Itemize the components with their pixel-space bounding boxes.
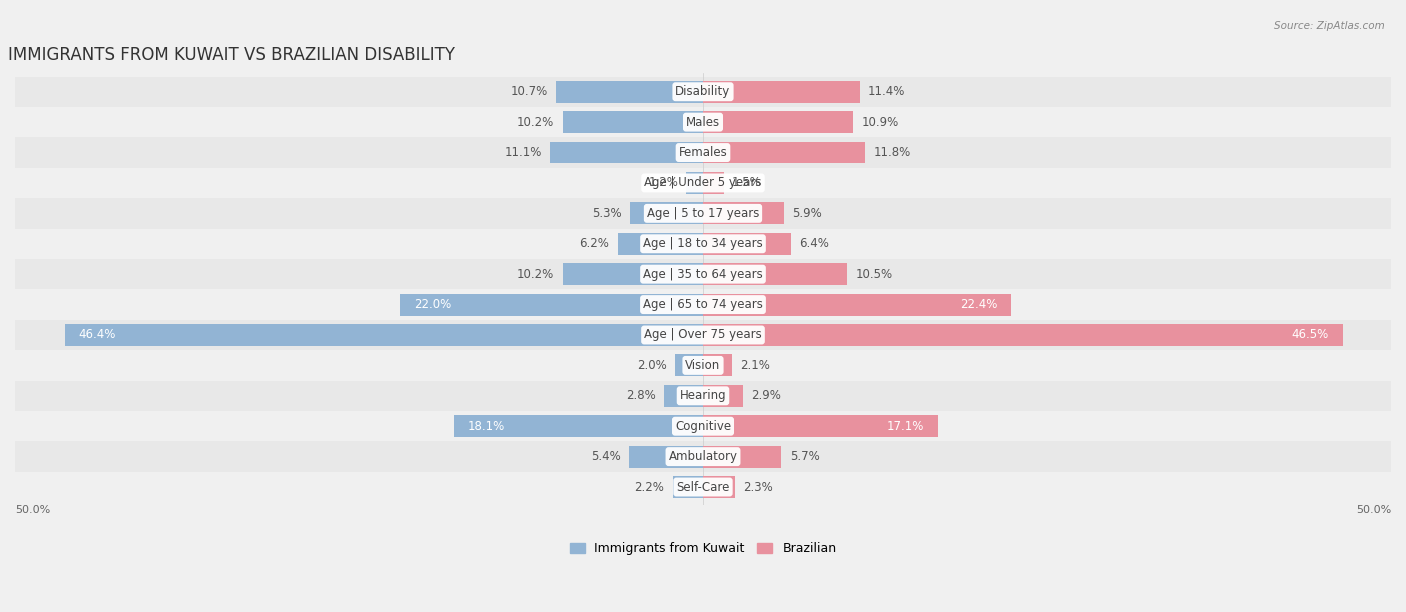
Bar bbox=[703, 354, 733, 376]
Text: Age | 35 to 64 years: Age | 35 to 64 years bbox=[643, 267, 763, 281]
Text: Cognitive: Cognitive bbox=[675, 420, 731, 433]
Bar bbox=[665, 385, 703, 407]
Bar bbox=[15, 259, 1391, 289]
Bar bbox=[675, 354, 703, 376]
Text: Age | 65 to 74 years: Age | 65 to 74 years bbox=[643, 298, 763, 311]
Text: Age | Under 5 years: Age | Under 5 years bbox=[644, 176, 762, 190]
Bar bbox=[562, 263, 703, 285]
Text: 2.0%: 2.0% bbox=[637, 359, 668, 372]
Bar bbox=[628, 446, 703, 468]
Bar bbox=[703, 446, 782, 468]
Bar bbox=[555, 81, 703, 103]
Bar bbox=[703, 263, 848, 285]
Text: 11.8%: 11.8% bbox=[873, 146, 911, 159]
Text: 46.4%: 46.4% bbox=[79, 329, 115, 341]
Text: 10.9%: 10.9% bbox=[862, 116, 898, 129]
Text: 5.3%: 5.3% bbox=[592, 207, 621, 220]
Bar bbox=[703, 324, 1343, 346]
Bar bbox=[672, 476, 703, 498]
Text: 22.0%: 22.0% bbox=[413, 298, 451, 311]
Bar bbox=[15, 137, 1391, 168]
Bar bbox=[15, 168, 1391, 198]
Bar bbox=[703, 111, 853, 133]
Bar bbox=[15, 441, 1391, 472]
Bar bbox=[630, 203, 703, 225]
Text: 50.0%: 50.0% bbox=[1355, 506, 1391, 515]
Text: 17.1%: 17.1% bbox=[887, 420, 925, 433]
Bar bbox=[15, 107, 1391, 137]
Text: Hearing: Hearing bbox=[679, 389, 727, 402]
Text: 2.9%: 2.9% bbox=[751, 389, 782, 402]
Text: 1.5%: 1.5% bbox=[733, 176, 762, 190]
Text: 5.4%: 5.4% bbox=[591, 450, 620, 463]
Bar bbox=[703, 416, 938, 437]
Text: Females: Females bbox=[679, 146, 727, 159]
Bar bbox=[15, 76, 1391, 107]
Bar bbox=[65, 324, 703, 346]
Bar bbox=[562, 111, 703, 133]
Bar bbox=[454, 416, 703, 437]
Text: 10.2%: 10.2% bbox=[517, 116, 554, 129]
Bar bbox=[401, 294, 703, 316]
Text: Disability: Disability bbox=[675, 85, 731, 99]
Bar bbox=[703, 233, 792, 255]
Text: Males: Males bbox=[686, 116, 720, 129]
Text: 10.5%: 10.5% bbox=[856, 267, 893, 281]
Bar bbox=[15, 289, 1391, 320]
Text: Age | 5 to 17 years: Age | 5 to 17 years bbox=[647, 207, 759, 220]
Text: 6.2%: 6.2% bbox=[579, 237, 609, 250]
Text: 5.7%: 5.7% bbox=[790, 450, 820, 463]
Text: 11.1%: 11.1% bbox=[505, 146, 541, 159]
Text: 18.1%: 18.1% bbox=[468, 420, 505, 433]
Text: 46.5%: 46.5% bbox=[1292, 329, 1329, 341]
Text: Source: ZipAtlas.com: Source: ZipAtlas.com bbox=[1274, 21, 1385, 31]
Bar bbox=[15, 320, 1391, 350]
Text: 2.3%: 2.3% bbox=[742, 480, 773, 493]
Text: Self-Care: Self-Care bbox=[676, 480, 730, 493]
Text: 10.2%: 10.2% bbox=[517, 267, 554, 281]
Bar bbox=[703, 81, 860, 103]
Bar bbox=[686, 172, 703, 194]
Text: 10.7%: 10.7% bbox=[510, 85, 547, 99]
Text: 2.1%: 2.1% bbox=[740, 359, 770, 372]
Bar bbox=[15, 472, 1391, 502]
Bar bbox=[15, 198, 1391, 228]
Text: 2.8%: 2.8% bbox=[627, 389, 657, 402]
Text: 5.9%: 5.9% bbox=[793, 207, 823, 220]
Bar bbox=[15, 411, 1391, 441]
Text: 1.2%: 1.2% bbox=[648, 176, 678, 190]
Bar bbox=[15, 381, 1391, 411]
Bar bbox=[703, 203, 785, 225]
Text: Age | 18 to 34 years: Age | 18 to 34 years bbox=[643, 237, 763, 250]
Bar bbox=[15, 228, 1391, 259]
Text: IMMIGRANTS FROM KUWAIT VS BRAZILIAN DISABILITY: IMMIGRANTS FROM KUWAIT VS BRAZILIAN DISA… bbox=[8, 46, 456, 64]
Text: 50.0%: 50.0% bbox=[15, 506, 51, 515]
Text: 11.4%: 11.4% bbox=[868, 85, 905, 99]
Bar bbox=[617, 233, 703, 255]
Bar bbox=[15, 350, 1391, 381]
Text: Age | Over 75 years: Age | Over 75 years bbox=[644, 329, 762, 341]
Text: 6.4%: 6.4% bbox=[800, 237, 830, 250]
Bar bbox=[703, 294, 1011, 316]
Text: 22.4%: 22.4% bbox=[960, 298, 997, 311]
Text: Vision: Vision bbox=[685, 359, 721, 372]
Text: 2.2%: 2.2% bbox=[634, 480, 665, 493]
Text: Ambulatory: Ambulatory bbox=[668, 450, 738, 463]
Legend: Immigrants from Kuwait, Brazilian: Immigrants from Kuwait, Brazilian bbox=[569, 542, 837, 555]
Bar bbox=[550, 141, 703, 163]
Bar bbox=[703, 476, 735, 498]
Bar bbox=[703, 385, 742, 407]
Bar bbox=[703, 141, 865, 163]
Bar bbox=[703, 172, 724, 194]
